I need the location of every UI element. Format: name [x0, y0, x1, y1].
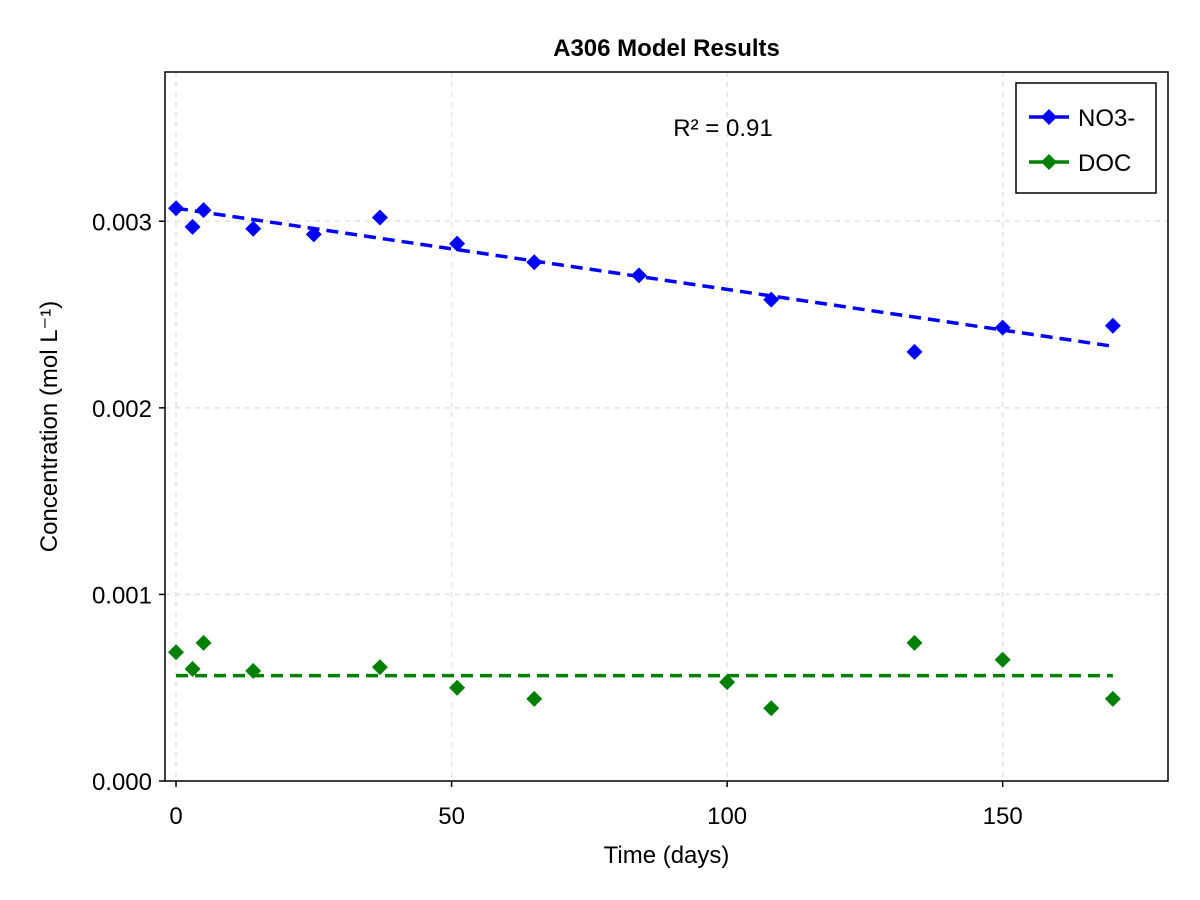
data-point-doc [994, 651, 1011, 668]
data-point-no3 [184, 218, 201, 235]
y-tick-label: 0.001 [92, 582, 152, 609]
data-points [168, 200, 1121, 717]
x-tick-label: 150 [983, 803, 1023, 830]
data-point-no3 [305, 226, 322, 243]
data-point-doc [245, 662, 262, 679]
data-point-no3 [449, 235, 466, 252]
fit-lines [175, 206, 1114, 678]
data-point-doc [195, 634, 212, 651]
data-point-doc [719, 674, 736, 691]
x-axis-label: Time (days) [604, 842, 730, 869]
legend-box [1015, 82, 1157, 194]
x-tick-label: 100 [707, 803, 747, 830]
data-point-doc [763, 700, 780, 717]
legend: NO3- DOC [1015, 82, 1157, 194]
y-axis-label: Concentration (mol L⁻¹) [36, 301, 63, 552]
r-squared-annotation: R² = 0.91 [673, 115, 772, 142]
data-point-doc [168, 644, 185, 661]
axis-ticks: 0 50 100 150 0.000 0.001 0.002 0.003 [92, 209, 1023, 830]
data-point-no3 [371, 209, 388, 226]
data-point-no3 [526, 254, 543, 271]
data-point-no3 [763, 291, 780, 308]
data-point-no3 [195, 202, 212, 219]
legend-marker-doc [1041, 154, 1057, 170]
data-point-doc [1104, 690, 1121, 707]
y-tick-label: 0.000 [92, 769, 152, 796]
y-tick-label: 0.002 [92, 396, 152, 423]
data-point-doc [526, 690, 543, 707]
x-tick-label: 0 [169, 803, 182, 830]
data-point-doc [449, 679, 466, 696]
fit-line-no3 [175, 206, 1114, 349]
legend-label-no3: NO3- [1078, 105, 1135, 132]
data-point-doc [184, 661, 201, 678]
data-point-doc [371, 659, 388, 676]
data-point-doc [906, 634, 923, 651]
legend-marker-no3 [1041, 109, 1057, 125]
data-point-no3 [245, 220, 262, 237]
plot-frame [164, 71, 1169, 782]
legend-label-doc: DOC [1078, 150, 1131, 177]
data-point-no3 [906, 343, 923, 360]
data-point-no3 [630, 267, 647, 284]
data-point-no3 [168, 200, 185, 217]
x-tick-label: 50 [438, 803, 465, 830]
data-point-no3 [994, 319, 1011, 336]
y-tick-label: 0.003 [92, 209, 152, 236]
chart-title: A306 Model Results [553, 35, 780, 62]
data-point-no3 [1104, 317, 1121, 334]
